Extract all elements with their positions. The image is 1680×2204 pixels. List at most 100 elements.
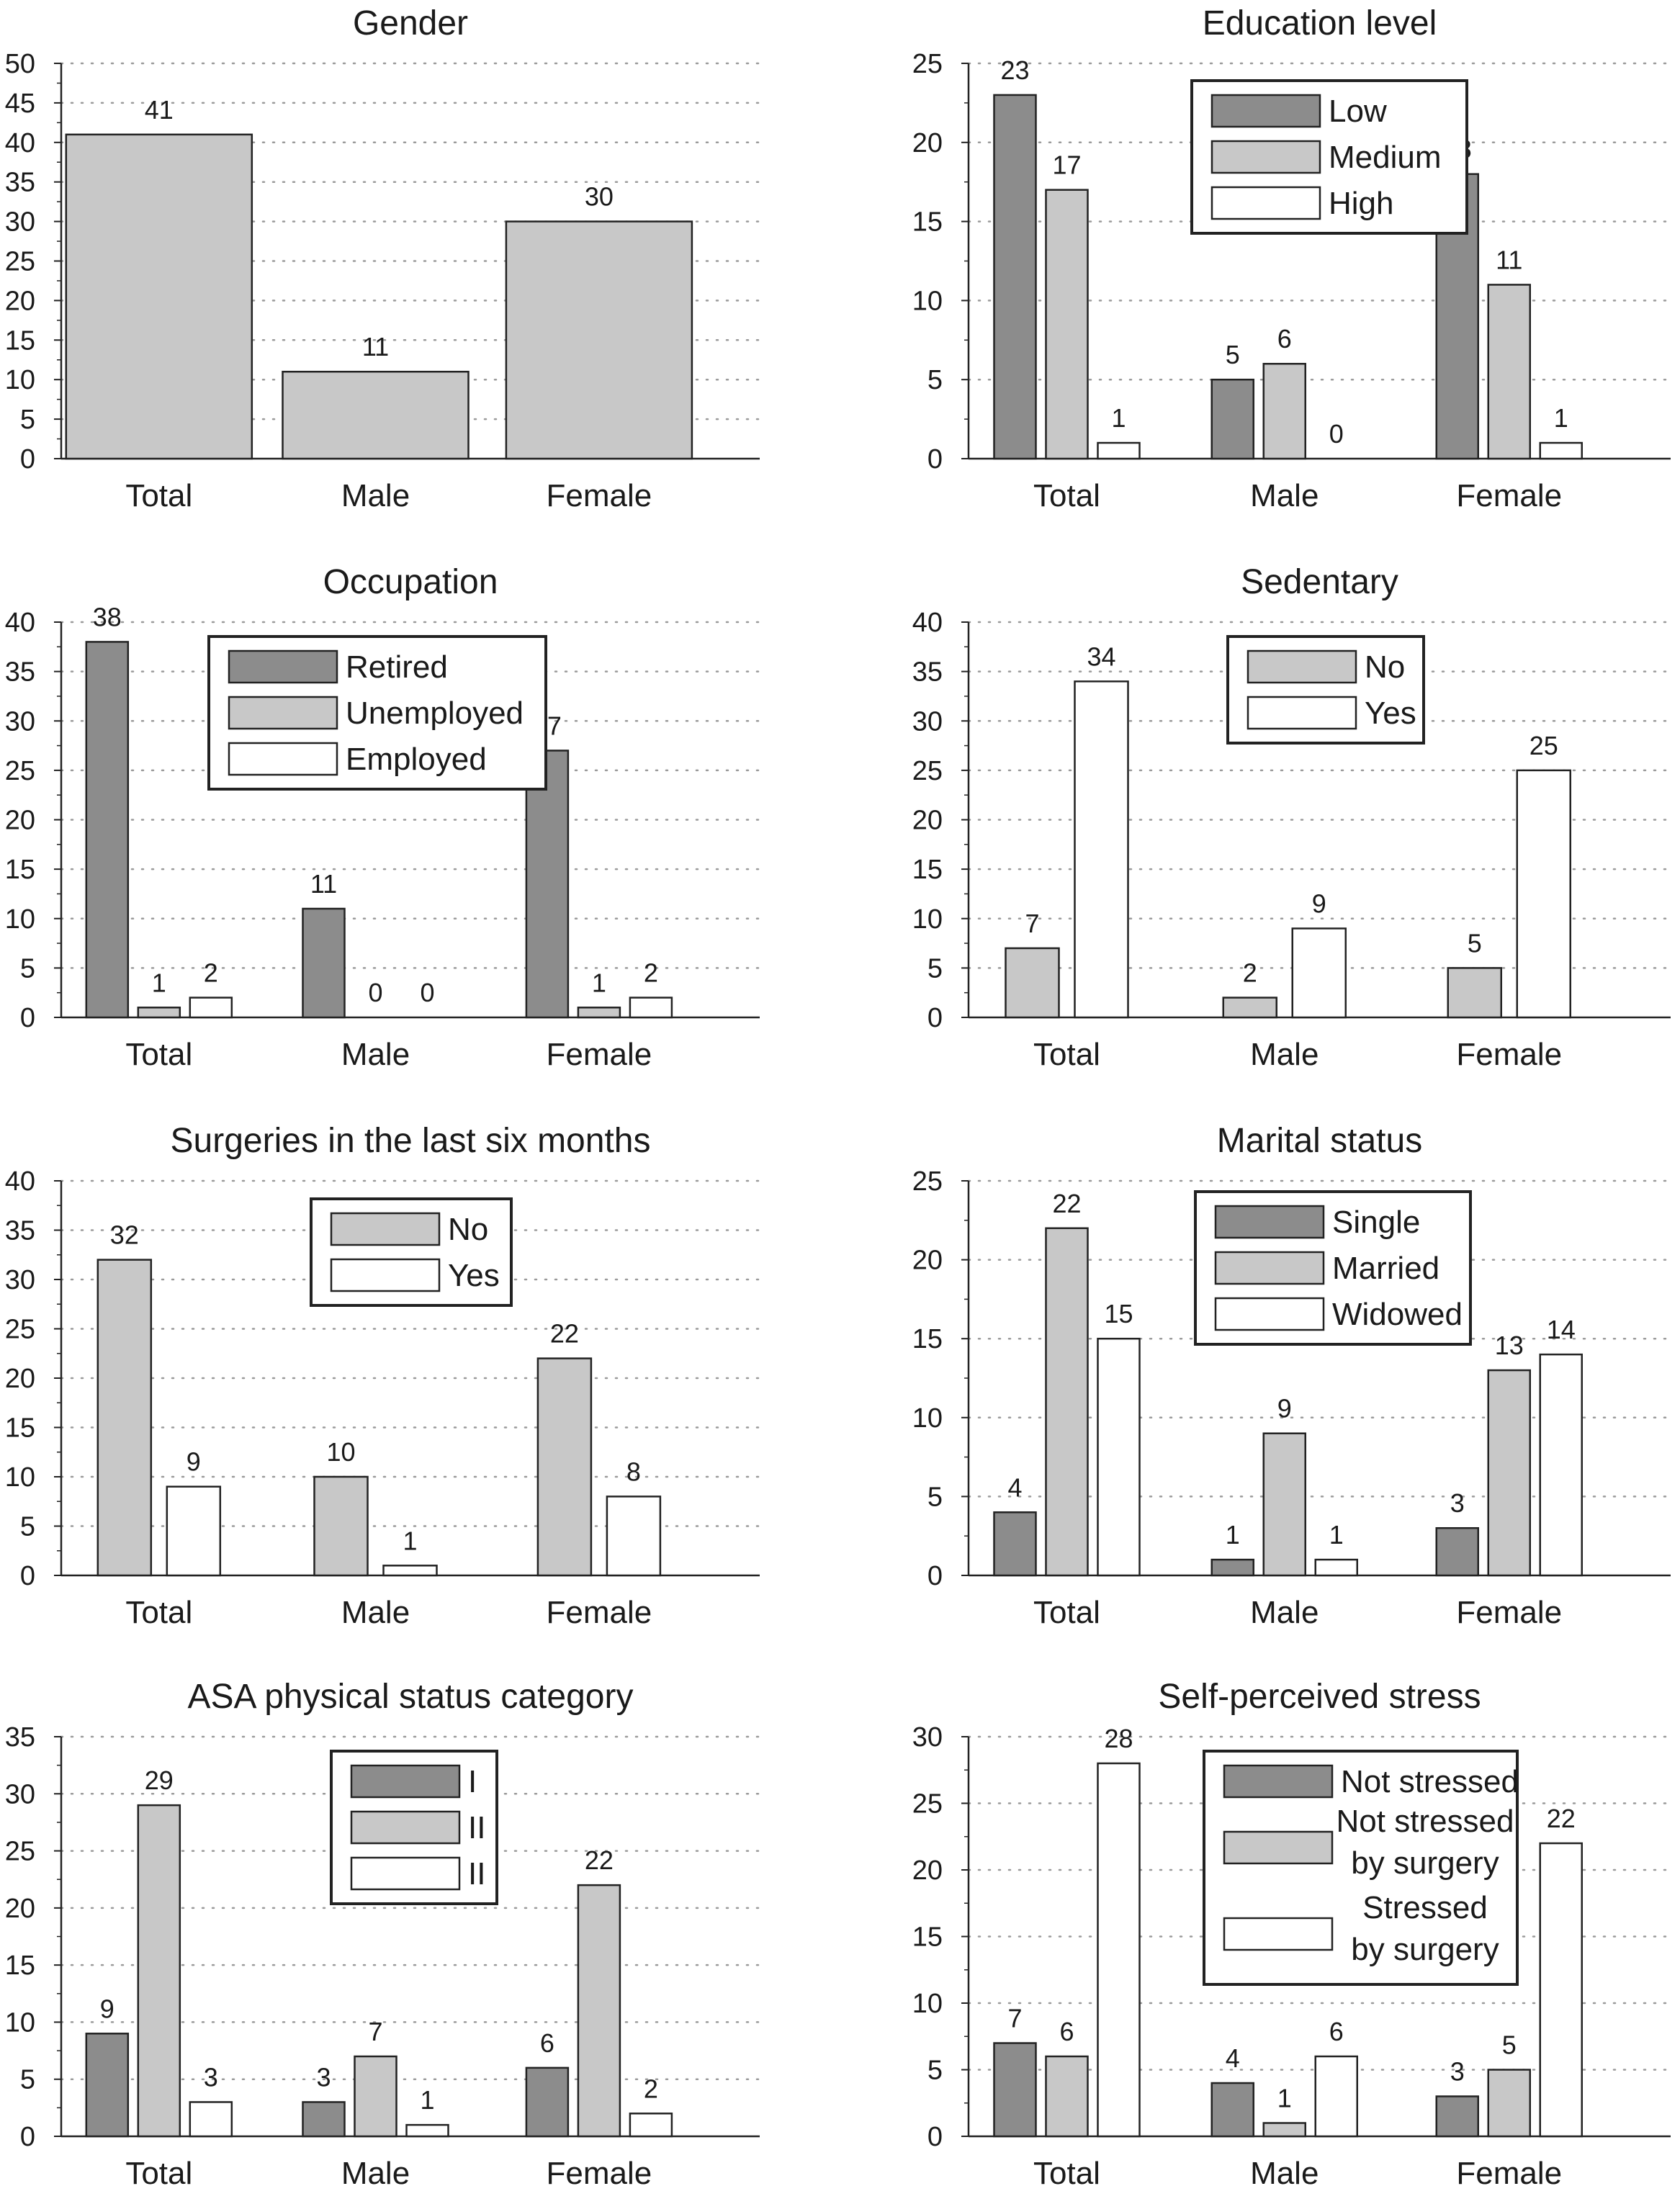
bar-value-label: 1 [152, 968, 166, 997]
bar-value-label: 9 [100, 1994, 114, 2023]
legend-label: Yes [1365, 696, 1416, 731]
x-category-label: Female [1456, 478, 1562, 513]
bar-value-label: 5 [1502, 2030, 1517, 2060]
legend: Single Married Widowed [1194, 1190, 1472, 1346]
y-tick-label: 5 [927, 1482, 943, 1512]
bar [993, 1511, 1037, 1577]
bar [382, 1565, 438, 1577]
x-category-label: Female [1456, 1595, 1562, 1630]
bar-value-label: 8 [626, 1457, 641, 1486]
legend-label: Single [1332, 1205, 1420, 1240]
bar-value-label: 34 [1087, 642, 1115, 671]
bar [302, 907, 346, 1019]
bar [1487, 2069, 1531, 2138]
bar [189, 997, 233, 1019]
bar-value-label: 7 [1025, 909, 1039, 938]
y-tick-label: 0 [927, 1561, 943, 1591]
y-tick-label: 0 [20, 1003, 35, 1033]
y-tick-label: 15 [912, 207, 943, 238]
bar-value-label: 5 [1468, 928, 1482, 958]
y-tick-label: 45 [5, 89, 35, 119]
y-tick-label: 20 [912, 806, 943, 836]
y-tick-label: 0 [927, 2122, 943, 2152]
y-tick-label: 35 [5, 657, 35, 688]
bar [1262, 1432, 1306, 1577]
legend-swatch [1214, 1297, 1325, 1331]
bar [96, 1259, 153, 1577]
legend-swatch [330, 1258, 441, 1292]
y-tick-label: 5 [20, 405, 35, 435]
chart-title: ASA physical status category [188, 1678, 634, 1716]
bar [137, 1804, 181, 2138]
y-tick-label: 30 [5, 706, 35, 737]
x-category-label: Total [125, 1595, 192, 1630]
legend: Low Medium High [1190, 79, 1468, 235]
bar-value-label: 5 [1226, 340, 1240, 369]
y-tick-label: 10 [912, 1403, 943, 1434]
bar [606, 1495, 662, 1577]
chart-title: Education level [1203, 4, 1437, 42]
x-category-label: Total [1033, 1595, 1100, 1630]
legend-swatch [350, 1856, 461, 1891]
legend-label: Widowed [1332, 1297, 1463, 1332]
x-category-label: Male [1250, 1595, 1319, 1630]
bar [1210, 2082, 1254, 2138]
x-category-label: Male [341, 1037, 410, 1072]
x-category-label: Total [1033, 1037, 1100, 1072]
legend-swatch [1246, 649, 1357, 684]
bar [354, 2055, 397, 2138]
bar-value-label: 22 [585, 1845, 614, 1875]
bar-value-label: 3 [316, 2062, 331, 2092]
bar-value-label: 3 [1450, 2057, 1465, 2087]
bar-value-label: 2 [644, 2074, 658, 2103]
chart-panel-5: Surgeries in the last six months 0 5 10 15 20… [5, 1122, 761, 1630]
legend-swatch [228, 742, 338, 776]
legend: No Yes [310, 1197, 513, 1307]
bar [1045, 189, 1089, 460]
bar [1097, 441, 1141, 460]
legend-label: II [468, 1856, 485, 1892]
y-tick-label: 20 [5, 286, 35, 316]
bar [1210, 378, 1254, 460]
x-category-label: Total [125, 2156, 192, 2191]
bar-value-label: 2 [644, 958, 658, 988]
bar [1045, 1227, 1089, 1577]
y-tick-label: 25 [912, 1789, 943, 1820]
y-tick-label: 25 [912, 1166, 943, 1197]
y-tick-label: 25 [5, 756, 35, 786]
legend-swatch [1246, 696, 1357, 730]
legend-swatch [228, 696, 338, 730]
y-tick-label: 50 [5, 49, 35, 79]
y-tick-label: 15 [912, 1324, 943, 1354]
y-tick-label: 25 [912, 756, 943, 786]
y-tick-label: 40 [5, 608, 35, 638]
bar-value-label: 11 [1496, 245, 1522, 274]
legend-label: Retired [346, 649, 448, 685]
y-tick-label: 0 [20, 1561, 35, 1591]
bar-value-label: 14 [1547, 1315, 1576, 1344]
x-category-label: Female [1456, 1037, 1562, 1072]
y-tick-label: 25 [5, 1315, 35, 1345]
x-category-label: Male [341, 1595, 410, 1630]
x-category-label: Total [125, 1037, 192, 1072]
bar [1487, 284, 1531, 460]
bar-value-label: 11 [362, 332, 389, 361]
bar [1262, 2122, 1306, 2138]
legend: No Yes [1226, 635, 1425, 745]
chart-title: Occupation [323, 563, 498, 601]
bar [85, 641, 130, 1019]
x-category-label: Male [1250, 1037, 1319, 1072]
bar [1097, 1762, 1141, 2138]
y-tick-label: 5 [927, 2056, 943, 2086]
legend-swatch [1210, 94, 1321, 128]
bar-value-label: 1 [403, 1526, 417, 1555]
y-tick-label: 0 [20, 444, 35, 474]
bar [166, 1485, 222, 1577]
bar [505, 220, 693, 460]
bar [282, 370, 470, 460]
legend-label: Married [1332, 1251, 1439, 1286]
bar-value-label: 41 [145, 95, 174, 125]
